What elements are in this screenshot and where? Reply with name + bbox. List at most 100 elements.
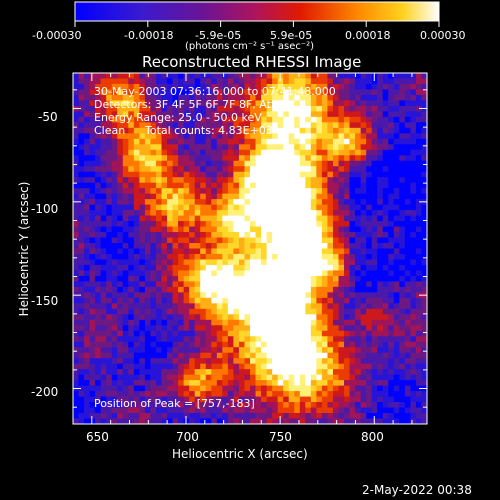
heatmap-cell: [73, 221, 79, 227]
heatmap-cell: [73, 73, 79, 79]
heatmap-cell: [172, 171, 179, 178]
heatmap-cell: [277, 221, 284, 227]
heatmap-cell: [283, 138, 290, 145]
heatmap-cell: [261, 215, 267, 222]
heatmap-cell: [294, 199, 301, 206]
heatmap-cell: [194, 286, 201, 293]
heatmap-cell: [73, 325, 79, 332]
heatmap-cell: [283, 111, 290, 118]
heatmap-cell: [155, 89, 162, 96]
heatmap-cell: [250, 138, 256, 145]
heatmap-cell: [84, 188, 90, 195]
heatmap-cell: [272, 286, 279, 293]
heatmap-cell: [139, 127, 146, 134]
heatmap-cell: [144, 243, 151, 249]
heatmap-cell: [189, 374, 196, 381]
heatmap-cell: [388, 314, 395, 321]
heatmap-cell: [117, 100, 124, 107]
heatmap-cell: [288, 182, 295, 189]
heatmap-cell: [238, 347, 245, 354]
heatmap-cell: [111, 292, 118, 299]
heatmap-cell: [194, 330, 201, 337]
heatmap-cell: [244, 297, 251, 304]
heatmap-cell: [211, 83, 218, 90]
heatmap-cell: [327, 155, 334, 162]
heatmap-cell: [128, 226, 135, 233]
heatmap-cell: [117, 407, 124, 414]
heatmap-cell: [255, 270, 262, 277]
heatmap-cell: [399, 89, 406, 96]
heatmap-cell: [277, 341, 284, 348]
heatmap-cell: [393, 358, 400, 365]
heatmap-cell: [360, 144, 367, 151]
heatmap-cell: [377, 303, 384, 310]
heatmap-cell: [377, 204, 384, 211]
heatmap-cell: [100, 182, 107, 189]
heatmap-cell: [133, 149, 140, 156]
heatmap-cell: [421, 413, 428, 419]
heatmap-cell: [89, 199, 96, 206]
heatmap-cell: [205, 264, 212, 271]
heatmap-cell: [404, 270, 411, 277]
heatmap-cell: [172, 352, 179, 359]
heatmap-cell: [399, 330, 406, 337]
heatmap-cell: [227, 182, 234, 189]
heatmap-cell: [327, 100, 334, 107]
heatmap-cell: [78, 210, 85, 216]
heatmap-cell: [388, 83, 395, 90]
heatmap-cell: [161, 413, 168, 419]
heatmap-cell: [410, 149, 417, 156]
heatmap-cell: [122, 275, 129, 282]
heatmap-cell: [421, 352, 428, 359]
heatmap-cell: [144, 358, 151, 365]
heatmap-cell: [144, 232, 151, 238]
heatmap-cell: [344, 297, 350, 304]
heatmap-cell: [338, 105, 345, 112]
heatmap-cell: [404, 325, 411, 332]
heatmap-cell: [349, 199, 356, 206]
heatmap-cell: [316, 237, 323, 244]
heatmap-cell: [155, 336, 162, 343]
y-tick-label: -50: [38, 110, 58, 124]
heatmap-cell: [172, 275, 179, 282]
heatmap-cell: [144, 319, 151, 326]
heatmap-cell: [283, 100, 290, 107]
heatmap-cell: [178, 330, 185, 337]
heatmap-cell: [360, 396, 367, 403]
heatmap-cell: [294, 83, 301, 90]
heatmap-cell: [272, 292, 279, 299]
heatmap-cell: [388, 396, 395, 403]
heatmap-cell: [371, 155, 378, 162]
heatmap-cell: [421, 418, 428, 425]
heatmap-cell: [272, 243, 279, 249]
heatmap-cell: [349, 413, 356, 419]
heatmap-cell: [139, 149, 146, 156]
heatmap-cell: [244, 188, 251, 195]
heatmap-cell: [266, 188, 273, 195]
heatmap-cell: [194, 149, 201, 156]
heatmap-cell: [421, 303, 428, 310]
heatmap-cell: [95, 418, 102, 425]
heatmap-cell: [261, 171, 267, 178]
heatmap-cell: [382, 149, 389, 156]
heatmap-cell: [222, 253, 229, 260]
heatmap-cell: [211, 407, 218, 414]
heatmap-cell: [310, 314, 317, 321]
heatmap-cell: [216, 363, 223, 370]
heatmap-cell: [73, 243, 79, 249]
heatmap-cell: [305, 166, 312, 173]
heatmap-cell: [155, 193, 162, 200]
heatmap-cell: [222, 111, 229, 118]
heatmap-cell: [211, 380, 218, 387]
heatmap-cell: [332, 144, 339, 151]
heatmap-cell: [78, 259, 85, 266]
heatmap-cell: [200, 243, 207, 249]
heatmap-cell: [100, 330, 107, 337]
heatmap-cell: [89, 380, 96, 387]
heatmap-cell: [288, 292, 295, 299]
heatmap-cell: [161, 264, 168, 271]
heatmap-cell: [111, 226, 118, 233]
heatmap-cell: [393, 215, 400, 222]
heatmap-cell: [89, 248, 96, 255]
heatmap-cell: [272, 264, 279, 271]
